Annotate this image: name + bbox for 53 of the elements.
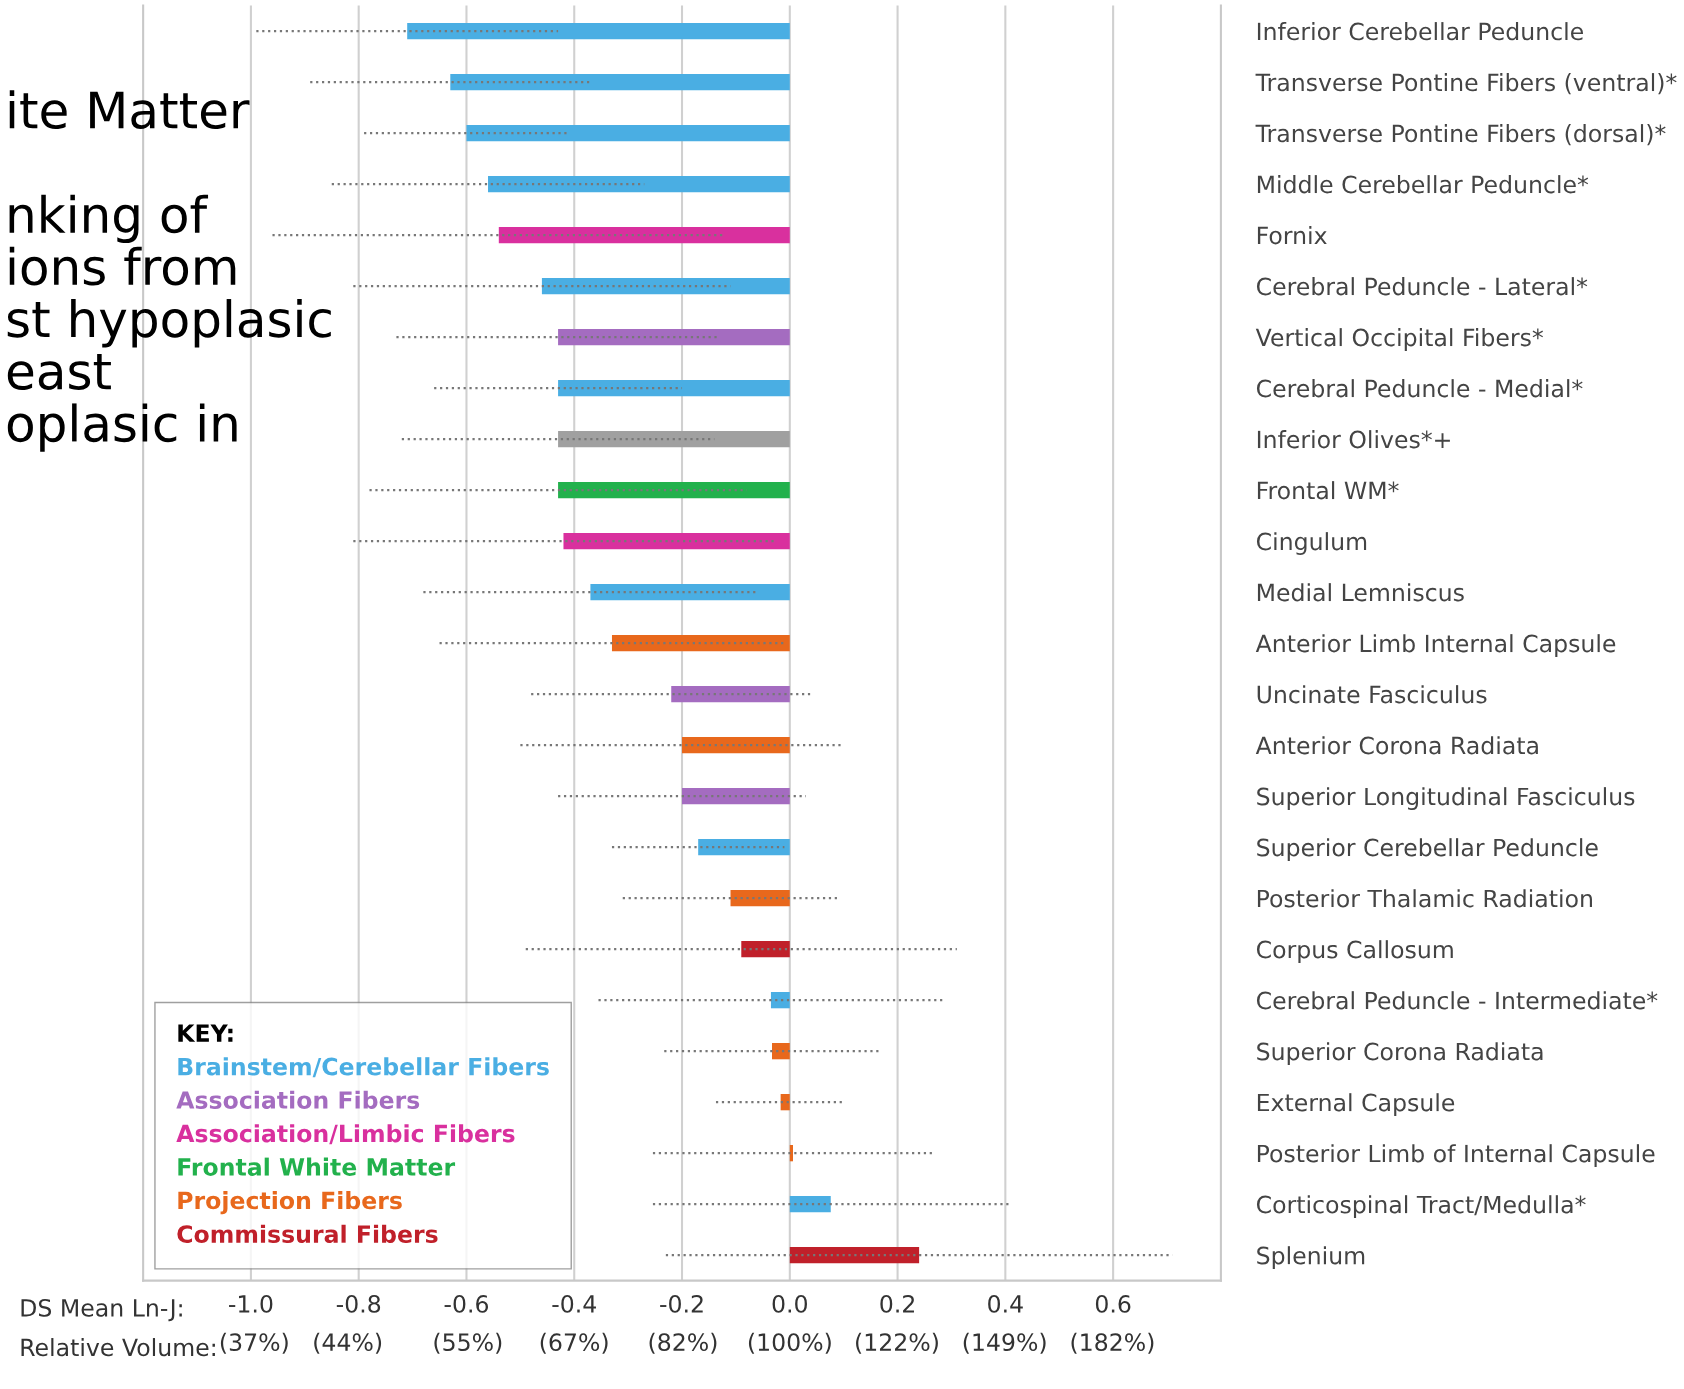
- y-tick-label: Anterior Limb Internal Capsule: [1255, 634, 1616, 657]
- x-tick-label: 0.2: [880, 1294, 914, 1313]
- text: Brainstem/Cerebellar Fibers: [178, 1057, 549, 1078]
- y-tick-label: Corpus Callosum: [1256, 940, 1453, 964]
- y-tick-label: Superior Corona Radiata: [1257, 1042, 1543, 1066]
- x-axis-title: DS Mean Ln-J:: [21, 1298, 182, 1322]
- text: Association/Limbic Fibers: [176, 1124, 515, 1145]
- x-tick-label: -0.6: [444, 1294, 489, 1313]
- y-tick-label: Cerebral Peduncle - Lateral*: [1256, 277, 1588, 296]
- x2-tick-label: (55%): [434, 1332, 502, 1354]
- x2-tick-label: (37%): [220, 1332, 288, 1354]
- legend-title: KEY:: [178, 1024, 233, 1042]
- x-tick-label: -0.4: [552, 1294, 596, 1313]
- x2-tick-label: (67%): [540, 1332, 608, 1354]
- y-tick-label: Anterior Corona Radiata: [1255, 736, 1538, 755]
- y-tick-label: External Capsule: [1257, 1093, 1455, 1117]
- y-tick-label: Vertical Occipital Fibers*: [1255, 328, 1544, 351]
- y-tick-label: Fornix: [1257, 226, 1327, 245]
- y-tick-label: Cingulum: [1256, 532, 1367, 555]
- text: ite Matter nking of ions from st hypoplasic east oplasic in: [7, 90, 331, 452]
- y-tick-label: Cerebral Peduncle - Medial*: [1256, 379, 1583, 398]
- y-tick-label: Splenium: [1257, 1246, 1365, 1270]
- y-tick-label: Transverse Pontine Fibers (ventral)*: [1255, 73, 1677, 95]
- x2-tick-label: (44%): [314, 1332, 382, 1354]
- x2-tick-label: (182%): [1071, 1332, 1154, 1354]
- x-tick-label: 0.4: [988, 1294, 1023, 1313]
- x2-tick-label: (149%): [963, 1332, 1046, 1354]
- x-tick-label: 0.0: [772, 1294, 807, 1313]
- text: Commissural Fibers: [177, 1224, 438, 1244]
- x-tick-label: -0.8: [336, 1294, 381, 1313]
- x2-axis-title: Relative Volume:: [21, 1338, 215, 1357]
- text: Frontal White Matter: [178, 1157, 456, 1176]
- y-tick-label: Frontal WM*: [1257, 481, 1399, 500]
- x2-tick-label: (100%): [748, 1332, 831, 1354]
- x-tick-label: -0.2: [660, 1294, 703, 1313]
- y-tick-label: Corticospinal Tract/Medulla*: [1256, 1195, 1586, 1219]
- y-tick-label: Inferior Cerebellar Peduncle: [1257, 22, 1583, 41]
- y-tick-label: Inferior Olives*+: [1257, 430, 1450, 449]
- x-tick-label: 0.6: [1095, 1294, 1131, 1313]
- text: Projection Fibers: [178, 1191, 402, 1215]
- y-tick-label: Superior Cerebellar Peduncle: [1257, 838, 1598, 861]
- x2-tick-label: (82%): [649, 1332, 717, 1354]
- y-tick-label: Posterior Limb of Internal Capsule: [1257, 1144, 1655, 1168]
- x-tick-label: -1.0: [229, 1294, 273, 1313]
- y-tick-label: Middle Cerebellar Peduncle*: [1257, 175, 1589, 194]
- x2-tick-label: (122%): [856, 1332, 938, 1354]
- y-tick-label: Transverse Pontine Fibers (dorsal)*: [1255, 124, 1666, 146]
- y-tick-label: Medial Lemniscus: [1257, 583, 1464, 602]
- text: Association Fibers: [176, 1090, 420, 1109]
- y-tick-label: Uncinate Fasciculus: [1257, 685, 1487, 704]
- y-tick-label: Cerebral Peduncle - Intermediate*: [1256, 991, 1658, 1010]
- y-tick-label: Superior Longitudinal Fasciculus: [1257, 787, 1635, 810]
- y-tick-label: Posterior Thalamic Radiation: [1257, 889, 1592, 908]
